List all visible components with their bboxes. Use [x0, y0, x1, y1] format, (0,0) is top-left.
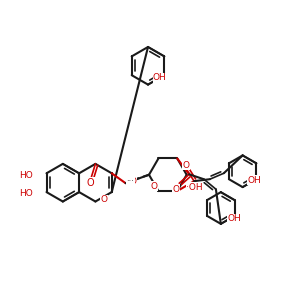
- Text: OH: OH: [248, 176, 261, 185]
- Text: O: O: [173, 185, 180, 194]
- Text: O: O: [87, 178, 94, 188]
- Text: OH: OH: [228, 214, 242, 224]
- Text: O: O: [100, 195, 107, 204]
- Text: HO: HO: [19, 171, 33, 180]
- Text: ·OH: ·OH: [186, 183, 203, 192]
- Text: ···: ···: [126, 177, 134, 186]
- Text: O: O: [183, 161, 190, 170]
- Text: HO: HO: [19, 189, 33, 198]
- Text: O: O: [130, 177, 136, 186]
- Text: OH: OH: [153, 73, 167, 82]
- Text: O: O: [151, 182, 158, 190]
